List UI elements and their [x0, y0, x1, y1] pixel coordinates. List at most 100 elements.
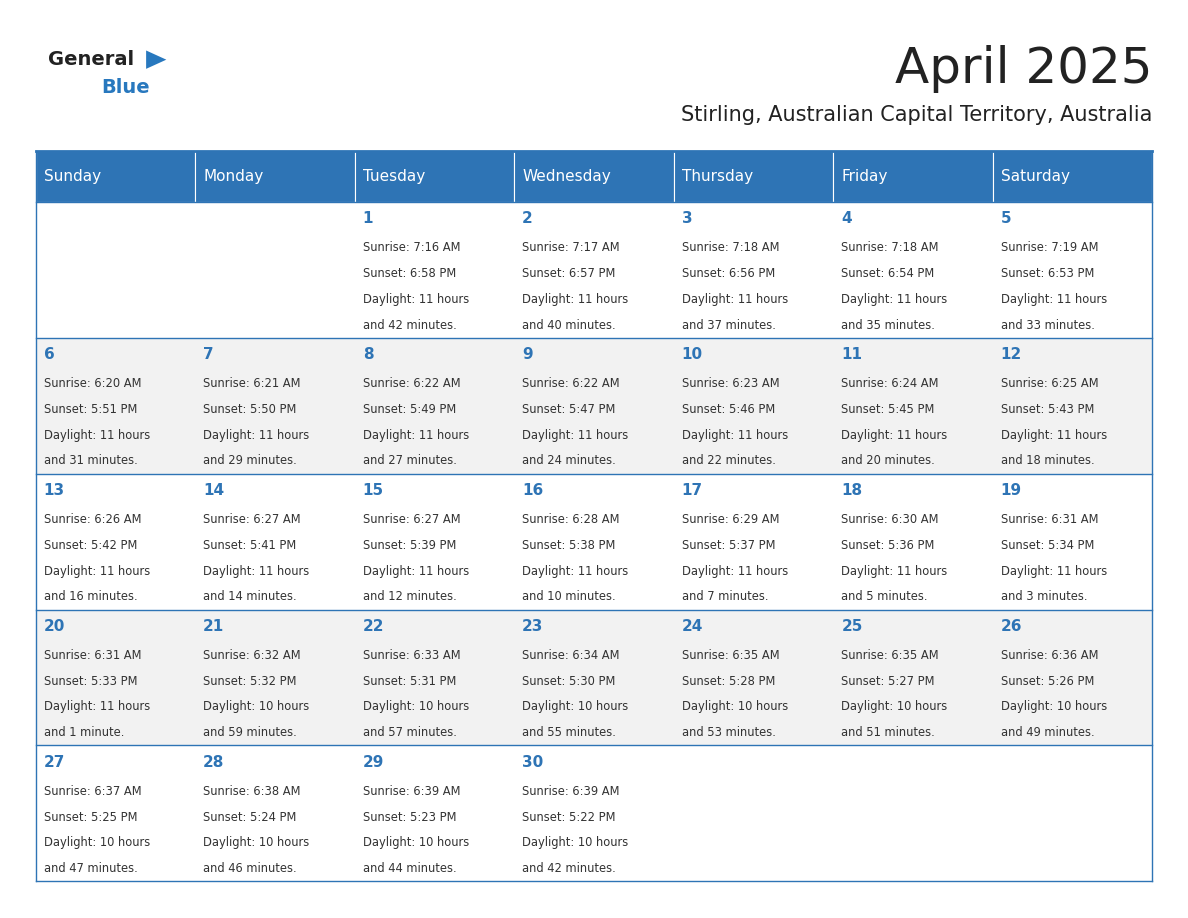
Text: and 57 minutes.: and 57 minutes.: [362, 726, 456, 739]
Text: and 7 minutes.: and 7 minutes.: [682, 590, 769, 603]
Bar: [833, 745, 993, 881]
Text: Sunset: 5:41 PM: Sunset: 5:41 PM: [203, 539, 296, 552]
Bar: [674, 745, 833, 881]
Bar: [195, 202, 355, 338]
Text: Sunrise: 6:38 AM: Sunrise: 6:38 AM: [203, 785, 301, 798]
Text: Sunrise: 6:30 AM: Sunrise: 6:30 AM: [841, 513, 939, 526]
Text: Sunrise: 6:35 AM: Sunrise: 6:35 AM: [682, 649, 779, 662]
Text: and 1 minute.: and 1 minute.: [44, 726, 124, 739]
Text: and 59 minutes.: and 59 minutes.: [203, 726, 297, 739]
Text: and 22 minutes.: and 22 minutes.: [682, 454, 776, 467]
Text: Sunset: 5:38 PM: Sunset: 5:38 PM: [523, 539, 615, 552]
Bar: [833, 151, 993, 202]
Text: Sunset: 5:28 PM: Sunset: 5:28 PM: [682, 675, 775, 688]
Text: and 16 minutes.: and 16 minutes.: [44, 590, 138, 603]
Text: and 47 minutes.: and 47 minutes.: [44, 862, 138, 875]
Text: Daylight: 10 hours: Daylight: 10 hours: [362, 700, 469, 713]
Text: 3: 3: [682, 211, 693, 226]
Text: Sunrise: 7:18 AM: Sunrise: 7:18 AM: [841, 241, 939, 254]
Text: Daylight: 11 hours: Daylight: 11 hours: [362, 429, 469, 442]
Text: Sunrise: 6:37 AM: Sunrise: 6:37 AM: [44, 785, 141, 798]
Text: Blue: Blue: [101, 78, 150, 96]
Bar: [355, 474, 514, 610]
Text: 9: 9: [523, 347, 533, 362]
Text: Sunset: 5:30 PM: Sunset: 5:30 PM: [523, 675, 615, 688]
Text: Sunset: 5:27 PM: Sunset: 5:27 PM: [841, 675, 935, 688]
Text: Saturday: Saturday: [1000, 169, 1070, 185]
Text: Sunset: 5:23 PM: Sunset: 5:23 PM: [362, 811, 456, 823]
Text: Sunrise: 6:20 AM: Sunrise: 6:20 AM: [44, 377, 141, 390]
Text: and 3 minutes.: and 3 minutes.: [1000, 590, 1087, 603]
Text: Daylight: 10 hours: Daylight: 10 hours: [841, 700, 948, 713]
Text: and 46 minutes.: and 46 minutes.: [203, 862, 297, 875]
Text: Sunrise: 7:19 AM: Sunrise: 7:19 AM: [1000, 241, 1098, 254]
Text: Sunrise: 6:35 AM: Sunrise: 6:35 AM: [841, 649, 939, 662]
Text: Sunset: 5:31 PM: Sunset: 5:31 PM: [362, 675, 456, 688]
Text: Sunrise: 6:24 AM: Sunrise: 6:24 AM: [841, 377, 939, 390]
Text: Daylight: 11 hours: Daylight: 11 hours: [682, 429, 788, 442]
Bar: [993, 610, 1152, 745]
Bar: [514, 610, 674, 745]
Text: Sunset: 5:32 PM: Sunset: 5:32 PM: [203, 675, 297, 688]
Text: and 44 minutes.: and 44 minutes.: [362, 862, 456, 875]
Text: Daylight: 11 hours: Daylight: 11 hours: [523, 565, 628, 577]
Text: and 42 minutes.: and 42 minutes.: [523, 862, 615, 875]
Bar: [195, 745, 355, 881]
Text: 30: 30: [523, 755, 543, 769]
Text: Thursday: Thursday: [682, 169, 753, 185]
Text: Sunrise: 7:18 AM: Sunrise: 7:18 AM: [682, 241, 779, 254]
Text: and 5 minutes.: and 5 minutes.: [841, 590, 928, 603]
Text: Daylight: 10 hours: Daylight: 10 hours: [682, 700, 788, 713]
Text: 7: 7: [203, 347, 214, 362]
Text: 21: 21: [203, 619, 225, 633]
Text: Sunset: 5:24 PM: Sunset: 5:24 PM: [203, 811, 297, 823]
Text: Daylight: 11 hours: Daylight: 11 hours: [682, 293, 788, 306]
Text: 4: 4: [841, 211, 852, 226]
Text: 10: 10: [682, 347, 703, 362]
Text: 8: 8: [362, 347, 373, 362]
Bar: [355, 338, 514, 474]
Text: Daylight: 11 hours: Daylight: 11 hours: [682, 565, 788, 577]
Text: Sunset: 6:56 PM: Sunset: 6:56 PM: [682, 267, 775, 280]
Text: Sunrise: 6:31 AM: Sunrise: 6:31 AM: [44, 649, 141, 662]
Bar: [674, 151, 833, 202]
Bar: [36, 745, 195, 881]
Text: Daylight: 11 hours: Daylight: 11 hours: [841, 565, 948, 577]
Text: and 35 minutes.: and 35 minutes.: [841, 319, 935, 331]
Text: Sunrise: 6:26 AM: Sunrise: 6:26 AM: [44, 513, 141, 526]
Bar: [36, 202, 195, 338]
Text: Sunset: 5:36 PM: Sunset: 5:36 PM: [841, 539, 935, 552]
Text: 13: 13: [44, 483, 64, 498]
Bar: [674, 474, 833, 610]
Text: 24: 24: [682, 619, 703, 633]
Text: Sunrise: 6:22 AM: Sunrise: 6:22 AM: [362, 377, 460, 390]
Bar: [195, 474, 355, 610]
Text: April 2025: April 2025: [895, 45, 1152, 93]
Text: 16: 16: [523, 483, 543, 498]
Text: Sunrise: 6:32 AM: Sunrise: 6:32 AM: [203, 649, 301, 662]
Text: Monday: Monday: [203, 169, 264, 185]
Text: Sunset: 5:51 PM: Sunset: 5:51 PM: [44, 403, 137, 416]
Text: Daylight: 11 hours: Daylight: 11 hours: [44, 700, 150, 713]
Text: 25: 25: [841, 619, 862, 633]
Bar: [514, 338, 674, 474]
Text: Daylight: 11 hours: Daylight: 11 hours: [523, 429, 628, 442]
Text: Sunrise: 7:17 AM: Sunrise: 7:17 AM: [523, 241, 620, 254]
Bar: [833, 474, 993, 610]
Text: 11: 11: [841, 347, 862, 362]
Text: 18: 18: [841, 483, 862, 498]
Text: and 40 minutes.: and 40 minutes.: [523, 319, 615, 331]
Text: and 10 minutes.: and 10 minutes.: [523, 590, 615, 603]
Bar: [355, 202, 514, 338]
Text: Sunday: Sunday: [44, 169, 101, 185]
Text: Daylight: 11 hours: Daylight: 11 hours: [362, 565, 469, 577]
Text: Daylight: 10 hours: Daylight: 10 hours: [1000, 700, 1107, 713]
Text: Sunrise: 6:39 AM: Sunrise: 6:39 AM: [523, 785, 620, 798]
Text: and 33 minutes.: and 33 minutes.: [1000, 319, 1094, 331]
Bar: [514, 151, 674, 202]
Text: 1: 1: [362, 211, 373, 226]
Text: Daylight: 10 hours: Daylight: 10 hours: [523, 700, 628, 713]
Text: Sunset: 5:45 PM: Sunset: 5:45 PM: [841, 403, 935, 416]
Text: Sunrise: 6:28 AM: Sunrise: 6:28 AM: [523, 513, 620, 526]
Text: Sunrise: 6:21 AM: Sunrise: 6:21 AM: [203, 377, 301, 390]
